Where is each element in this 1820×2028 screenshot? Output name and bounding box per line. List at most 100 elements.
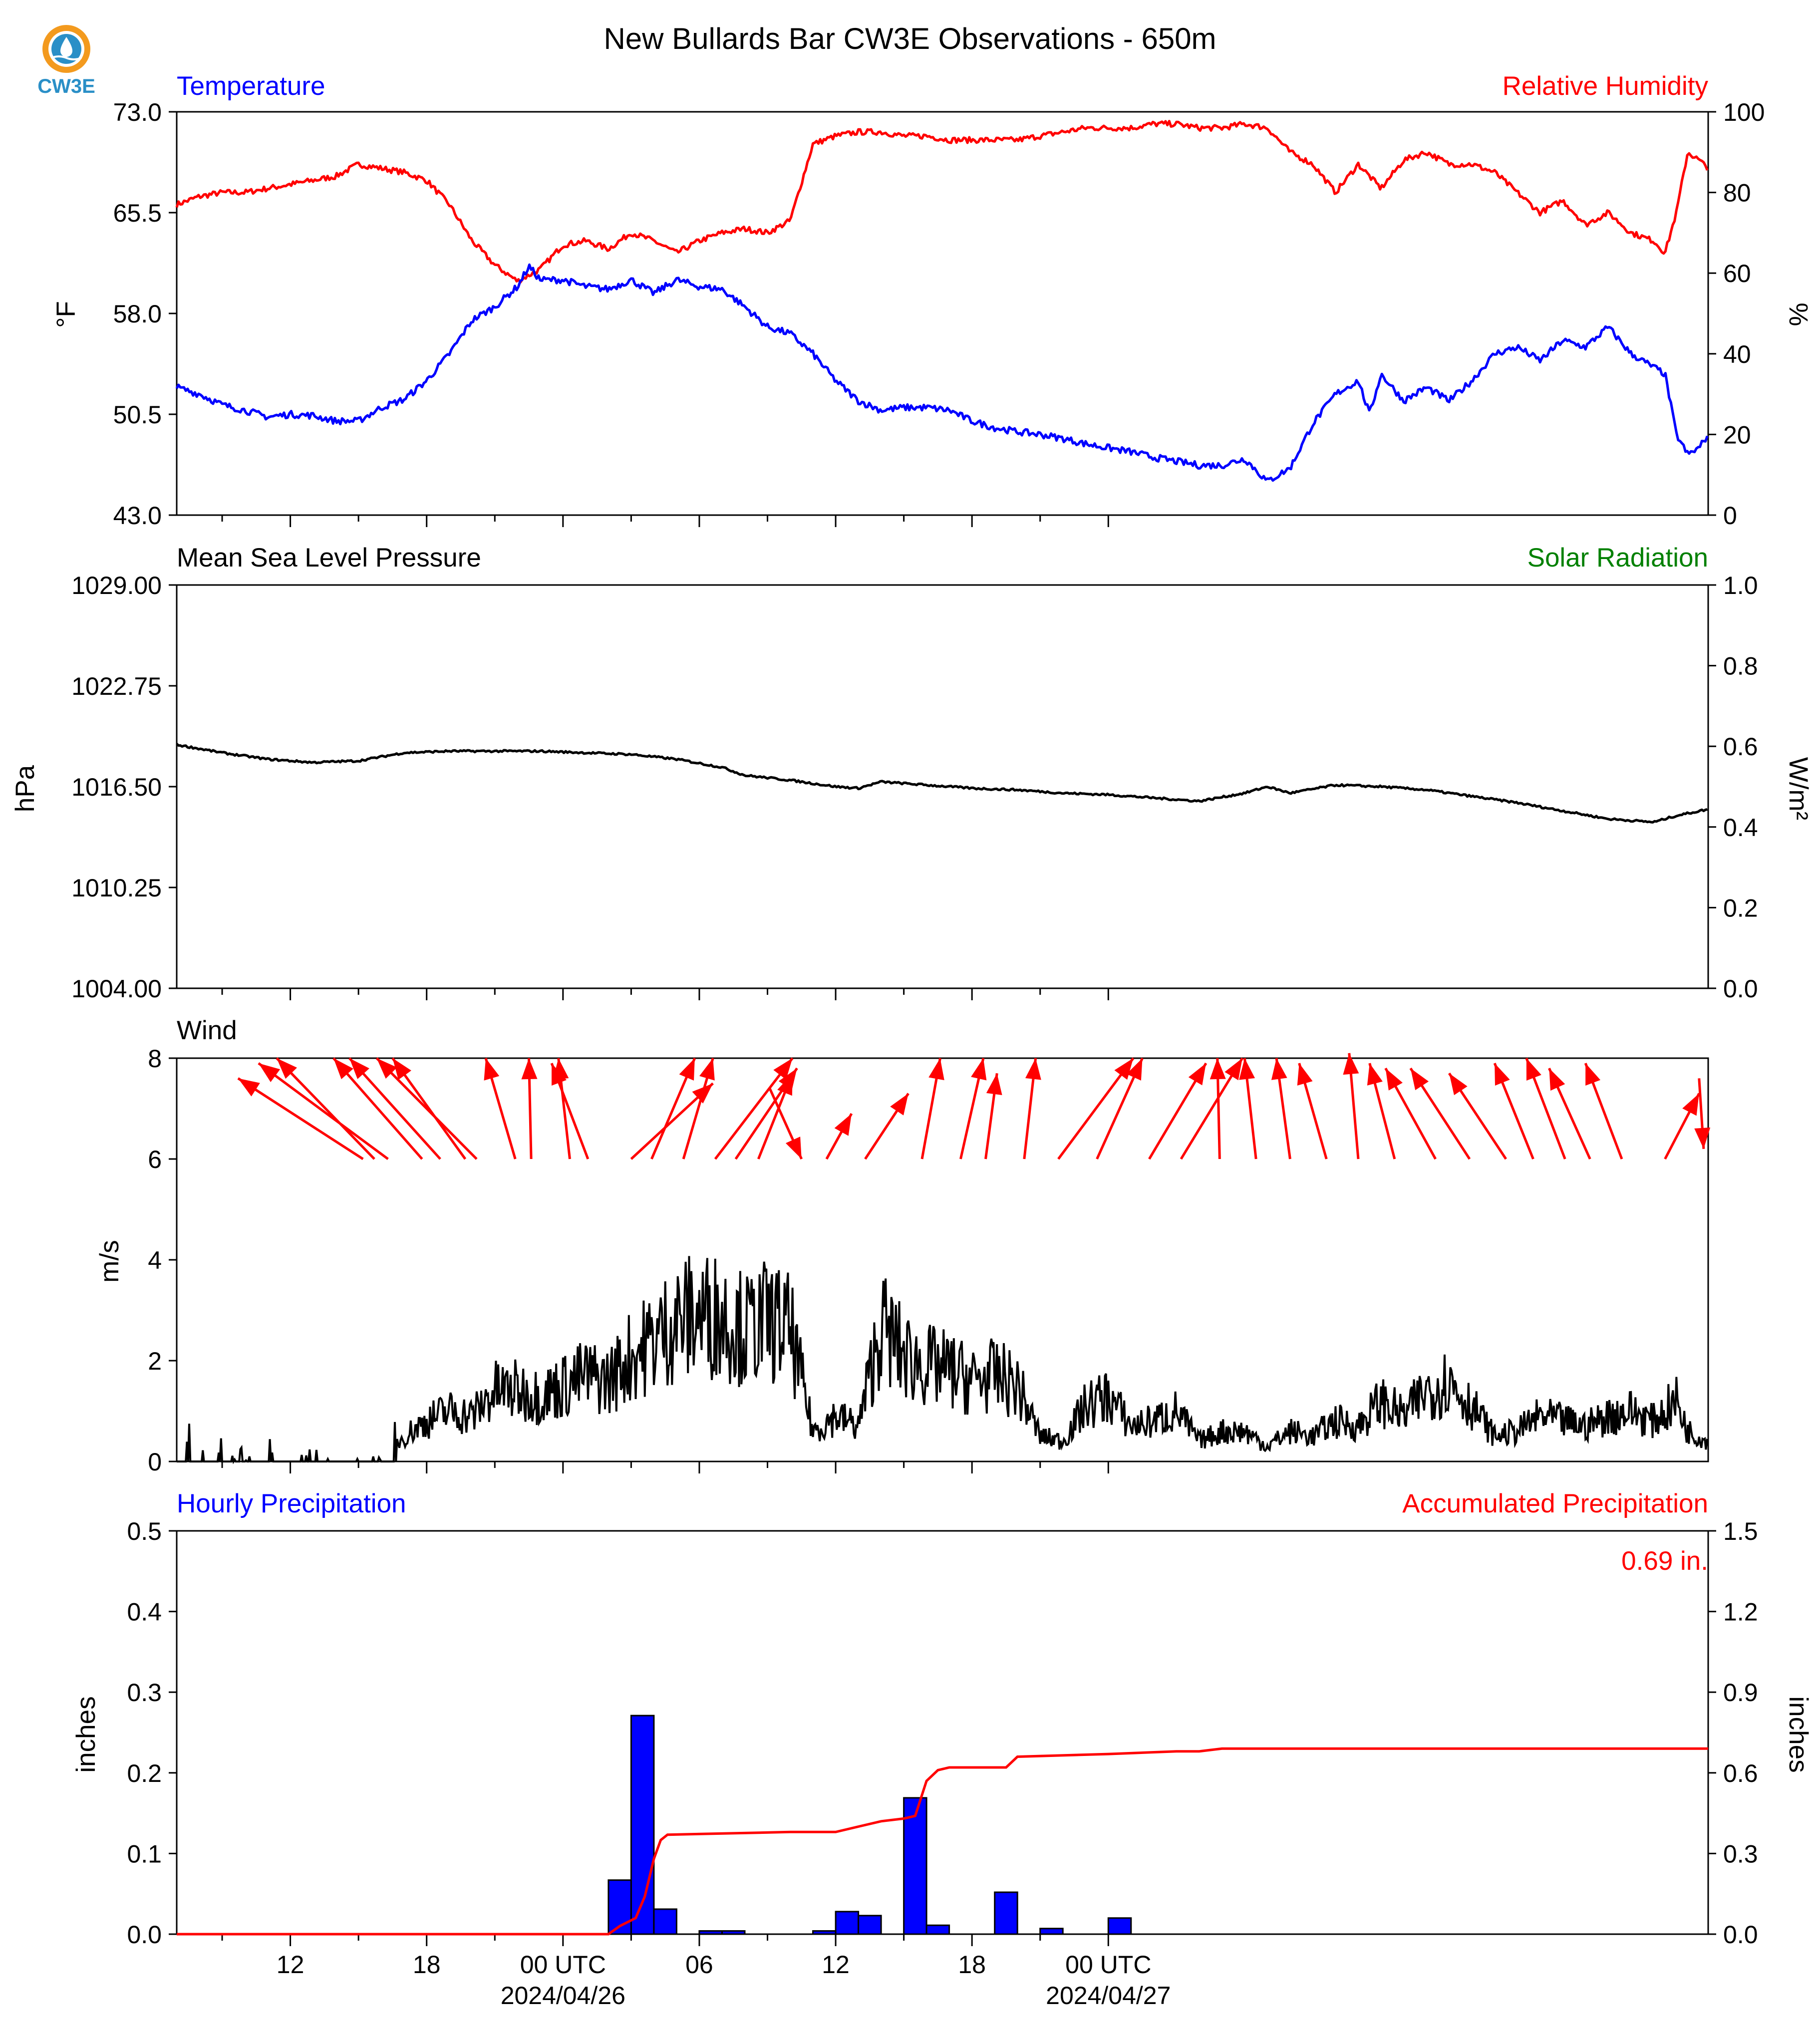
panel-right-title: Solar Radiation xyxy=(1527,543,1708,573)
wind-vector-arrow xyxy=(1367,1063,1396,1159)
y-tick-label: 0.4 xyxy=(127,1598,162,1626)
y2-tick-label: 1.0 xyxy=(1723,572,1758,599)
panel-left-title: Wind xyxy=(177,1016,237,1045)
y2-tick-label: 0.4 xyxy=(1723,814,1758,842)
y2-tick-label: 0.3 xyxy=(1723,1840,1758,1868)
series-line-wind-speed xyxy=(177,1256,1709,1464)
y-tick-label: 6 xyxy=(148,1146,162,1173)
y-tick-label: 1022.75 xyxy=(71,672,162,700)
y2-tick-label: 0.6 xyxy=(1723,733,1758,761)
left-axis-label: inches xyxy=(71,1696,101,1772)
y-tick-label: 43.0 xyxy=(113,502,162,530)
y2-tick-label: 0.9 xyxy=(1723,1679,1758,1707)
wind-vector-arrow xyxy=(768,1088,803,1160)
right-axis-label: inches xyxy=(1784,1696,1813,1772)
y-tick-label: 8 xyxy=(148,1045,162,1073)
wind-vector-arrow xyxy=(348,1057,441,1160)
wind-vector-arrow xyxy=(1210,1058,1226,1159)
series-line-temperature xyxy=(175,263,1709,482)
cw3e-logo: CW3E xyxy=(29,18,104,103)
wind-vector-arrow xyxy=(1297,1063,1328,1159)
wind-vector-arrow xyxy=(920,1058,944,1159)
wind-vector-arrow xyxy=(1584,1063,1623,1159)
y-tick-label: 58.0 xyxy=(113,300,162,328)
y-tick-label: 0.1 xyxy=(127,1840,162,1868)
x-tick-label: 00 UTC xyxy=(1065,1951,1151,1979)
x-axis-tick-labels: 12 18 00 UTC 2024/04/26 06 12 18 00 UTC 2024/04/… xyxy=(277,1951,1171,2010)
x-tick-label: 00 UTC xyxy=(520,1951,606,1979)
x-tick-label: 12 xyxy=(277,1951,304,1979)
y2-tick-label: 0.6 xyxy=(1723,1759,1758,1787)
wind-vector-arrow xyxy=(1148,1062,1208,1160)
wind-vector-arrow xyxy=(864,1093,910,1160)
y2-tick-label: 0 xyxy=(1723,502,1737,530)
precipitation-panel: Hourly Precipitation Accumulated Precipi… xyxy=(71,1489,1813,1949)
panel-right-title: Accumulated Precipitation xyxy=(1402,1489,1708,1518)
wind-vector-arrow xyxy=(375,1057,478,1160)
panel-right-title: Relative Humidity xyxy=(1503,71,1709,101)
precip-bar xyxy=(1107,1917,1132,1935)
y-tick-label: 0.0 xyxy=(127,1921,162,1949)
series-line-mean-sea-level-pressure xyxy=(176,743,1708,824)
precip-bar xyxy=(925,1924,950,1935)
wind-vector-arrow xyxy=(276,1057,375,1160)
y-tick-label: 65.5 xyxy=(113,199,162,227)
left-axis-label: hPa xyxy=(10,765,40,812)
wind-vector-arrow xyxy=(1057,1057,1135,1160)
wind-vector-arrow xyxy=(1694,1078,1711,1149)
wind-vector-arrow xyxy=(237,1077,364,1160)
y-tick-label: 0.3 xyxy=(127,1679,162,1707)
x-tick-label: 18 xyxy=(958,1951,986,1979)
y-tick-label: 1029.00 xyxy=(71,572,162,599)
wind-vector-arrow xyxy=(332,1057,423,1160)
left-axis-label: °F xyxy=(51,301,81,328)
y-tick-label: 2 xyxy=(148,1347,162,1375)
wind-vector-arrow xyxy=(1409,1067,1471,1160)
y2-tick-label: 40 xyxy=(1723,340,1751,368)
precip-bar xyxy=(835,1911,860,1935)
logo-text: CW3E xyxy=(37,75,95,97)
y2-tick-label: 20 xyxy=(1723,421,1751,449)
y2-tick-label: 0.2 xyxy=(1723,894,1758,922)
x-tick-date-label: 2024/04/26 xyxy=(501,1982,625,2010)
y-tick-label: 50.5 xyxy=(113,401,162,429)
y2-tick-label: 0.8 xyxy=(1723,652,1758,680)
series-line-accumulated-precipitation xyxy=(177,1747,1708,1936)
x-tick-label: 12 xyxy=(822,1951,850,1979)
y2-tick-label: 80 xyxy=(1723,179,1751,207)
y-tick-label: 73.0 xyxy=(113,98,162,126)
wind-vector-arrow xyxy=(1525,1058,1566,1159)
wind-panel: Wind m/s 8 6 4 2 0 xyxy=(95,1016,1711,1476)
y2-tick-label: 60 xyxy=(1723,260,1751,288)
wind-vector-arrow xyxy=(1023,1058,1041,1159)
x-tick-label: 06 xyxy=(685,1951,713,1979)
wind-vector-arrow xyxy=(550,1063,590,1159)
y2-tick-label: 1.5 xyxy=(1723,1517,1758,1545)
wind-vector-arrow xyxy=(1096,1057,1144,1160)
wind-vector-arrow xyxy=(1180,1057,1243,1160)
precip-bar xyxy=(721,1930,746,1935)
temperature-humidity-panel: Temperature Relative Humidity °F % 73.0 6… xyxy=(51,71,1813,530)
wind-vector-arrow xyxy=(1343,1053,1360,1159)
series-line-relative-humidity xyxy=(175,120,1709,284)
wind-vector-arrow xyxy=(1493,1063,1534,1159)
wind-vector-arrow xyxy=(757,1073,794,1159)
y2-tick-label: 1.2 xyxy=(1723,1598,1758,1626)
y2-tick-label: 0.0 xyxy=(1723,975,1758,1003)
wind-vector-arrow xyxy=(1664,1093,1701,1160)
wind-vector-arrow xyxy=(825,1113,853,1160)
wind-vector-arrow xyxy=(959,1058,987,1159)
right-axis-label: % xyxy=(1784,302,1813,326)
precip-bar xyxy=(858,1915,882,1935)
plot-frame xyxy=(176,1530,1709,1935)
precip-bar xyxy=(698,1930,723,1935)
figure-title: New Bullards Bar CW3E Observations - 650… xyxy=(604,22,1216,55)
wind-vector-arrow xyxy=(258,1062,389,1160)
wind-vector-arrow xyxy=(391,1057,467,1160)
y2-tick-label: 0.0 xyxy=(1723,1921,1758,1949)
wind-vector-arrow xyxy=(682,1058,715,1159)
pressure-solar-panel: Mean Sea Level Pressure Solar Radiation … xyxy=(10,543,1813,1003)
panel-left-title: Temperature xyxy=(177,71,325,101)
wind-vector-arrow xyxy=(630,1082,714,1160)
